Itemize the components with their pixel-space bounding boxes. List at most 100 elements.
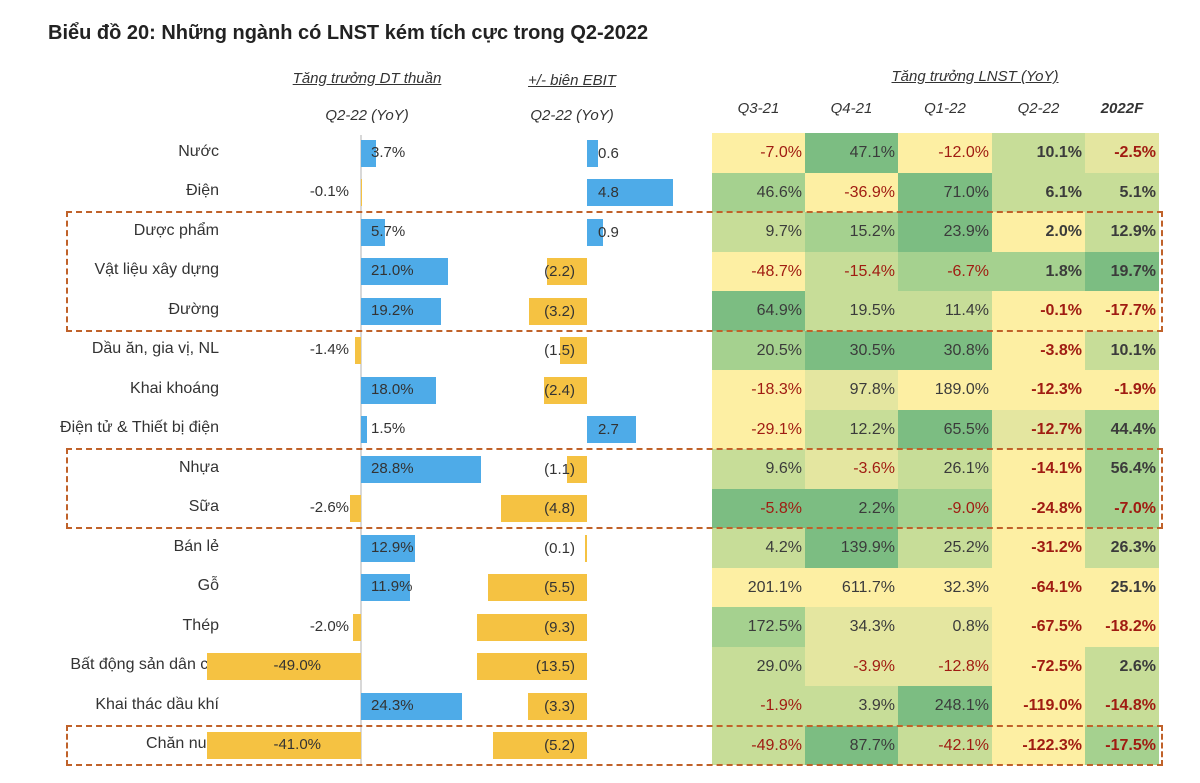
profit-cell: 4.2%: [712, 528, 805, 568]
profit-cell: 29.0%: [712, 646, 805, 686]
profit-cell: 9.6%: [712, 449, 805, 489]
industry-label: Nước: [178, 142, 219, 160]
profit-cell: 9.7%: [712, 212, 805, 252]
industry-label: Chăn nuôi: [146, 735, 219, 753]
industry-label: Dầu ăn, gia vị, NL: [91, 340, 219, 358]
profit-cell: 30.8%: [898, 330, 992, 370]
industry-label: Bất động sản dân cư: [70, 656, 219, 674]
profit-header: Tăng trưởng LNST (YoY): [891, 68, 1059, 85]
profit-cell: -18.2%: [1085, 607, 1159, 647]
industry-label: Nhựa: [178, 458, 219, 476]
profit-cell: -42.1%: [898, 725, 992, 765]
revenue-value: 19.2%: [371, 301, 414, 319]
ebit-bar: [543, 376, 587, 404]
profit-cell: 6.1%: [992, 172, 1085, 212]
profit-cell: -31.2%: [992, 528, 1085, 568]
profit-cell: 30.5%: [805, 330, 898, 370]
revenue-value: -49.0%: [273, 657, 321, 675]
ebit-value: (5.2): [544, 737, 575, 755]
revenue-bar: [361, 258, 449, 286]
industry-label: Vật liệu xây dựng: [94, 261, 219, 279]
profit-cell: 64.9%: [712, 291, 805, 331]
profit-cell: 46.6%: [712, 172, 805, 212]
profit-cell: -1.9%: [712, 686, 805, 726]
ebit-value: 2.7: [598, 421, 619, 439]
profit-cell: -119.0%: [992, 686, 1085, 726]
profit-cell: 3.9%: [805, 686, 898, 726]
revenue-value: 24.3%: [371, 696, 414, 714]
profit-cell: 2.0%: [992, 212, 1085, 252]
profit-column-header: Q1-22: [924, 100, 966, 117]
profit-cell: -3.6%: [805, 449, 898, 489]
profit-cell: -12.8%: [898, 646, 992, 686]
revenue-bar: [352, 613, 361, 641]
profit-cell: 10.1%: [992, 133, 1085, 173]
profit-cell: 32.3%: [898, 567, 992, 607]
revenue-bar: [361, 692, 462, 720]
revenue-value: 12.9%: [371, 538, 414, 556]
revenue-value: 5.7%: [371, 222, 406, 240]
profit-cell: 201.1%: [712, 567, 805, 607]
profit-cell: 56.4%: [1085, 449, 1159, 489]
profit-cell: 23.9%: [898, 212, 992, 252]
revenue-zero-axis: [360, 135, 362, 765]
ebit-value: (3.2): [544, 302, 575, 320]
profit-cell: -67.5%: [992, 607, 1085, 647]
revenue-bar: [360, 179, 362, 207]
revenue-bar: [361, 139, 377, 167]
industry-label: Điện: [186, 182, 219, 200]
ebit-value: (2.4): [544, 381, 575, 399]
profit-cell: 172.5%: [712, 607, 805, 647]
revenue-subheader: Q2-22 (YoY): [325, 107, 409, 124]
ebit-value: (5.5): [544, 579, 575, 597]
revenue-bar: [361, 416, 368, 444]
profit-cell: -14.8%: [1085, 686, 1159, 726]
profit-cell: 25.2%: [898, 528, 992, 568]
ebit-bar: [493, 732, 587, 760]
revenue-value: 3.7%: [371, 143, 406, 161]
profit-cell: 47.1%: [805, 133, 898, 173]
ebit-bar: [527, 692, 587, 720]
profit-cell: -9.0%: [898, 488, 992, 528]
ebit-bar: [587, 218, 604, 246]
revenue-value: -41.0%: [273, 736, 321, 754]
revenue-value: -2.6%: [309, 499, 349, 517]
revenue-bar: [207, 732, 361, 760]
ebit-value: (9.3): [544, 618, 575, 636]
profit-cell: -122.3%: [992, 725, 1085, 765]
profit-cell: 1.8%: [992, 251, 1085, 291]
profit-cell: -29.1%: [712, 409, 805, 449]
profit-cell: 25.1%: [1085, 567, 1159, 607]
revenue-value: -0.1%: [309, 183, 349, 201]
ebit-bar: [560, 337, 587, 365]
profit-cell: 71.0%: [898, 172, 992, 212]
profit-cell: 11.4%: [898, 291, 992, 331]
revenue-bar: [361, 376, 436, 404]
profit-cell: 26.3%: [1085, 528, 1159, 568]
highlight-box: [66, 724, 1163, 766]
profit-cell: -64.1%: [992, 567, 1085, 607]
profit-cell: -5.8%: [712, 488, 805, 528]
profit-cell: -12.3%: [992, 370, 1085, 410]
profit-cell: -24.8%: [992, 488, 1085, 528]
profit-cell: 10.1%: [1085, 330, 1159, 370]
profit-cell: -1.9%: [1085, 370, 1159, 410]
profit-cell: -2.5%: [1085, 133, 1159, 173]
profit-cell: -12.7%: [992, 409, 1085, 449]
revenue-header: Tăng trưởng DT thuần: [292, 70, 442, 87]
revenue-value: 21.0%: [371, 262, 414, 280]
ebit-value: (4.8): [544, 500, 575, 518]
ebit-bar: [477, 653, 587, 681]
industry-label: Khai khoáng: [130, 379, 219, 397]
industry-label: Điện tử & Thiết bị điện: [60, 419, 219, 437]
highlight-box: [66, 211, 1163, 332]
profit-cell: 34.3%: [805, 607, 898, 647]
ebit-bar: [547, 258, 587, 286]
revenue-bar: [361, 574, 411, 602]
ebit-bar: [587, 416, 636, 444]
profit-cell: 0.8%: [898, 607, 992, 647]
ebit-bar: [500, 495, 587, 523]
revenue-bar: [361, 218, 385, 246]
ebit-header: +/- biên EBIT: [528, 72, 616, 89]
